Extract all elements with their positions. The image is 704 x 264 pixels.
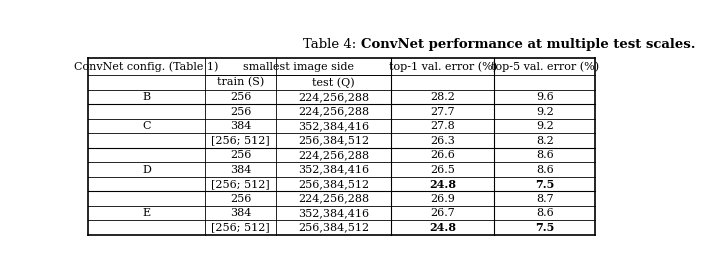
Text: 27.8: 27.8 [430,121,455,131]
Text: train (S): train (S) [217,77,265,88]
Text: 8.7: 8.7 [536,194,554,204]
Text: smallest image side: smallest image side [243,62,353,72]
Text: 8.6: 8.6 [536,208,554,218]
Text: 26.5: 26.5 [430,165,455,175]
Text: D: D [142,165,151,175]
Text: 26.9: 26.9 [430,194,455,204]
Text: 8.6: 8.6 [536,150,554,160]
Text: top-5 val. error (%): top-5 val. error (%) [491,61,599,72]
Text: 256,384,512: 256,384,512 [298,136,369,146]
Text: ConvNet config. (Table 1): ConvNet config. (Table 1) [75,61,219,72]
Text: 7.5: 7.5 [535,179,555,190]
Text: 224,256,288: 224,256,288 [298,92,369,102]
Text: 24.8: 24.8 [429,179,456,190]
Text: 224,256,288: 224,256,288 [298,107,369,117]
Text: 7.5: 7.5 [535,222,555,233]
Text: [256; 512]: [256; 512] [211,223,270,233]
Text: Table 4:: Table 4: [303,38,361,51]
Text: 9.2: 9.2 [536,121,554,131]
Text: 26.7: 26.7 [430,208,455,218]
Text: 28.2: 28.2 [430,92,455,102]
Text: C: C [142,121,151,131]
Text: 9.2: 9.2 [536,107,554,117]
Text: [256; 512]: [256; 512] [211,179,270,189]
Text: 27.7: 27.7 [430,107,455,117]
Text: test (Q): test (Q) [312,77,355,88]
Text: 256: 256 [230,107,251,117]
Text: 8.6: 8.6 [536,165,554,175]
Text: 26.3: 26.3 [430,136,455,146]
Text: 256: 256 [230,92,251,102]
Text: 256: 256 [230,194,251,204]
Text: 256: 256 [230,150,251,160]
Text: 256,384,512: 256,384,512 [298,179,369,189]
Text: 384: 384 [230,121,251,131]
Text: 26.6: 26.6 [430,150,455,160]
Text: 352,384,416: 352,384,416 [298,165,369,175]
Text: 256,384,512: 256,384,512 [298,223,369,233]
Text: 24.8: 24.8 [429,222,456,233]
Text: 352,384,416: 352,384,416 [298,121,369,131]
Text: [256; 512]: [256; 512] [211,136,270,146]
Text: 384: 384 [230,165,251,175]
Text: 8.2: 8.2 [536,136,554,146]
Text: E: E [143,208,151,218]
Text: 224,256,288: 224,256,288 [298,150,369,160]
Text: 224,256,288: 224,256,288 [298,194,369,204]
Text: B: B [143,92,151,102]
Text: ConvNet performance at multiple test scales.: ConvNet performance at multiple test sca… [361,38,696,51]
Text: 9.6: 9.6 [536,92,554,102]
Text: top-1 val. error (%): top-1 val. error (%) [389,61,497,72]
Text: 384: 384 [230,208,251,218]
Text: 352,384,416: 352,384,416 [298,208,369,218]
